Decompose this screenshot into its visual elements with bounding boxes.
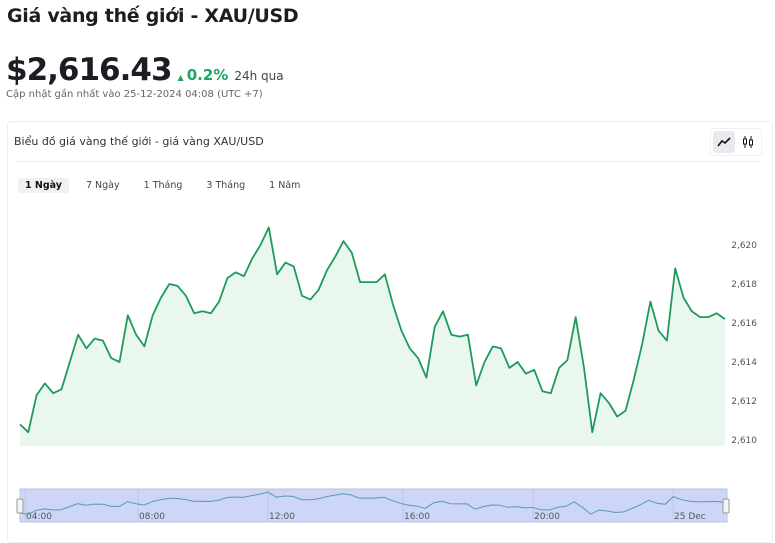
y-tick-label: 2,618 xyxy=(731,280,757,290)
y-tick-label: 2,620 xyxy=(731,241,757,251)
navigator-handle-right[interactable] xyxy=(723,499,729,513)
x-tick-label: 25 Dec xyxy=(674,512,706,522)
y-tick-label: 2,610 xyxy=(731,436,757,446)
y-tick-label: 2,612 xyxy=(731,397,757,407)
x-tick-label: 20:00 xyxy=(534,512,560,522)
navigator-range[interactable] xyxy=(20,489,727,522)
area-fill xyxy=(20,227,725,446)
y-tick-label: 2,616 xyxy=(731,319,757,329)
x-tick-label: 08:00 xyxy=(139,512,165,522)
x-tick-label: 16:00 xyxy=(404,512,430,522)
x-tick-label: 12:00 xyxy=(269,512,295,522)
y-tick-label: 2,614 xyxy=(731,358,757,368)
navigator-handle-left[interactable] xyxy=(17,499,23,513)
